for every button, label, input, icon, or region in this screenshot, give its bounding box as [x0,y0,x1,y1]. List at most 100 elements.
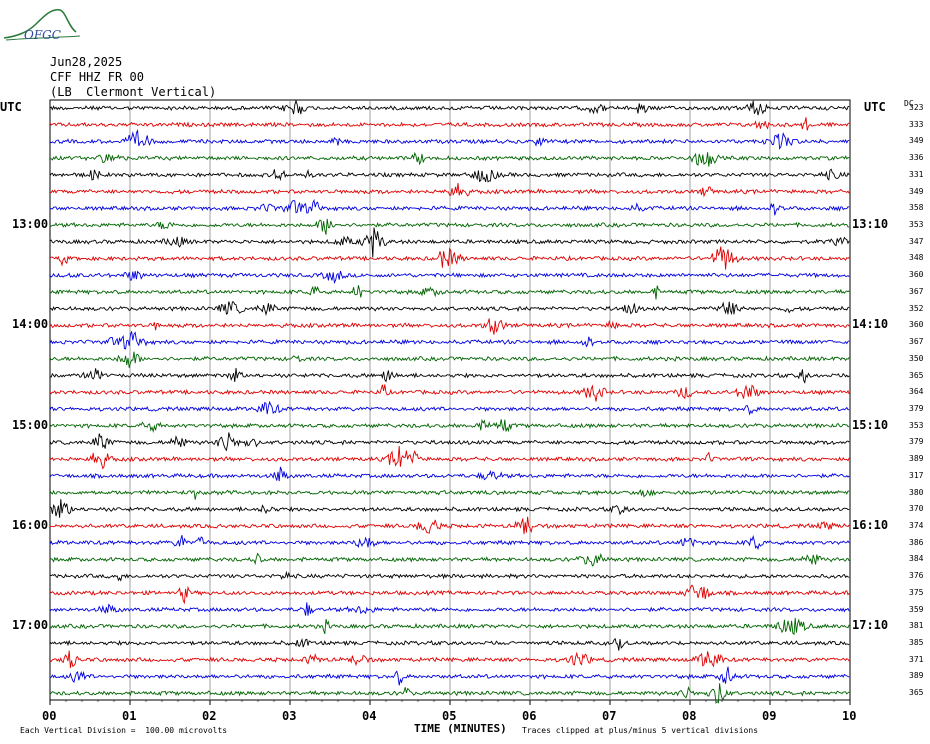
right-time-label: 15:10 [852,417,889,432]
trace-line [49,351,850,368]
scale-note: Each Vertical Division = 100.00 microvol… [20,726,228,735]
dc-offset-label: 347 [909,236,924,246]
trace-line [49,318,850,335]
dc-offset-label: 385 [909,638,924,648]
dc-offset-label: 364 [909,387,924,397]
dc-offset-label: 348 [909,253,924,263]
clip-note: Traces clipped at plus/minus 5 vertical … [522,726,759,735]
dc-offset-label: 349 [909,136,924,146]
trace-line [49,368,850,384]
trace-line [49,301,850,317]
trace-line [49,499,850,518]
trace-line [49,418,850,434]
x-axis-title: TIME (MINUTES) [414,722,507,735]
trace-line [49,117,850,131]
trace-line [49,270,850,285]
trace-line [49,129,850,150]
dc-offset-label: 353 [909,420,924,430]
dc-offset-label: 360 [909,320,924,330]
trace-line [49,534,850,551]
dc-offset-label: 375 [909,587,924,597]
dc-offset-label: 358 [909,203,924,213]
left-time-label: 16:00 [12,518,49,532]
trace-line [49,183,850,198]
dc-offset-label: 333 [909,119,924,129]
x-tick-label: 04 [362,709,377,723]
dc-offset-label: 317 [909,470,924,480]
dc-offset-label: 381 [909,621,924,631]
dc-offset-label: 350 [909,353,924,363]
right-time-label: 16:10 [852,518,889,532]
dc-offset-label: 360 [909,270,924,280]
logo-mountain-icon [3,8,81,41]
dc-offset-label: 353 [909,220,924,230]
right-timezone: UTC [864,100,886,114]
right-time-label: 14:10 [852,317,889,332]
trace-line [49,446,850,470]
dc-label: DC [904,99,914,108]
header-date: Jun28,2025 [50,55,123,69]
trace-line [49,466,850,482]
trace-line [49,666,850,686]
x-tick-label: 05 [442,709,457,723]
x-tick-label: 06 [522,709,537,723]
dc-offset-label: 371 [909,654,924,664]
x-tick-label: 00 [42,709,57,723]
dc-offset-label: 365 [909,688,924,698]
trace-line [49,617,850,636]
dc-offset-label: 365 [909,370,924,380]
trace-line [49,246,850,270]
left-time-label: 13:00 [12,217,49,232]
left-time-label: 17:00 [12,618,49,633]
trace-line [49,570,850,582]
trace-line [49,227,850,258]
trace-line [49,432,850,452]
trace-line [49,683,850,705]
trace-line [49,285,850,300]
dc-offset-label: 384 [909,554,924,564]
trace-line [49,488,850,500]
x-tick-label: 10 [842,709,857,723]
x-tick-label: 02 [202,709,217,723]
dc-offset-label: 370 [909,504,924,514]
trace-line [49,552,850,567]
trace-line [49,331,850,350]
trace-line [49,637,850,651]
dc-offset-label: 336 [909,153,924,163]
trace-line [49,516,850,535]
dc-offset-label: 379 [909,437,924,447]
dc-offset-label: 352 [909,303,924,313]
dc-offset-label: 349 [909,186,924,196]
dc-offset-label: 359 [909,604,924,614]
x-tick-label: 09 [762,709,777,723]
right-time-label: 17:10 [852,618,889,633]
dc-offset-label: 386 [909,537,924,547]
header-station: CFF HHZ FR 00 [50,70,144,84]
trace-line [49,650,850,669]
trace-line [49,151,850,167]
dc-offset-label: 380 [909,487,924,497]
trace-line [49,168,850,183]
right-time-label: 13:10 [852,217,889,232]
trace-line [49,198,850,216]
dc-offset-label: 389 [909,454,924,464]
dc-offset-label: 331 [909,169,924,179]
left-time-label: 15:00 [12,417,49,432]
x-tick-label: 01 [122,709,137,723]
trace-line [49,384,850,402]
trace-line [49,99,850,116]
trace-line [49,400,850,416]
dc-offset-label: 367 [909,286,924,296]
x-tick-label: 03 [282,709,297,723]
x-tick-label: 07 [602,709,617,723]
trace-line [49,218,850,235]
dc-offset-label: 389 [909,671,924,681]
dc-offset-label: 374 [909,521,924,530]
trace-line [49,584,850,605]
header-location: (LB Clermont Vertical) [50,85,217,99]
logo: OFGC [0,2,90,46]
dc-offset-label: 323 [909,103,924,112]
dc-offset-label: 376 [909,571,924,581]
trace-line [49,602,850,616]
